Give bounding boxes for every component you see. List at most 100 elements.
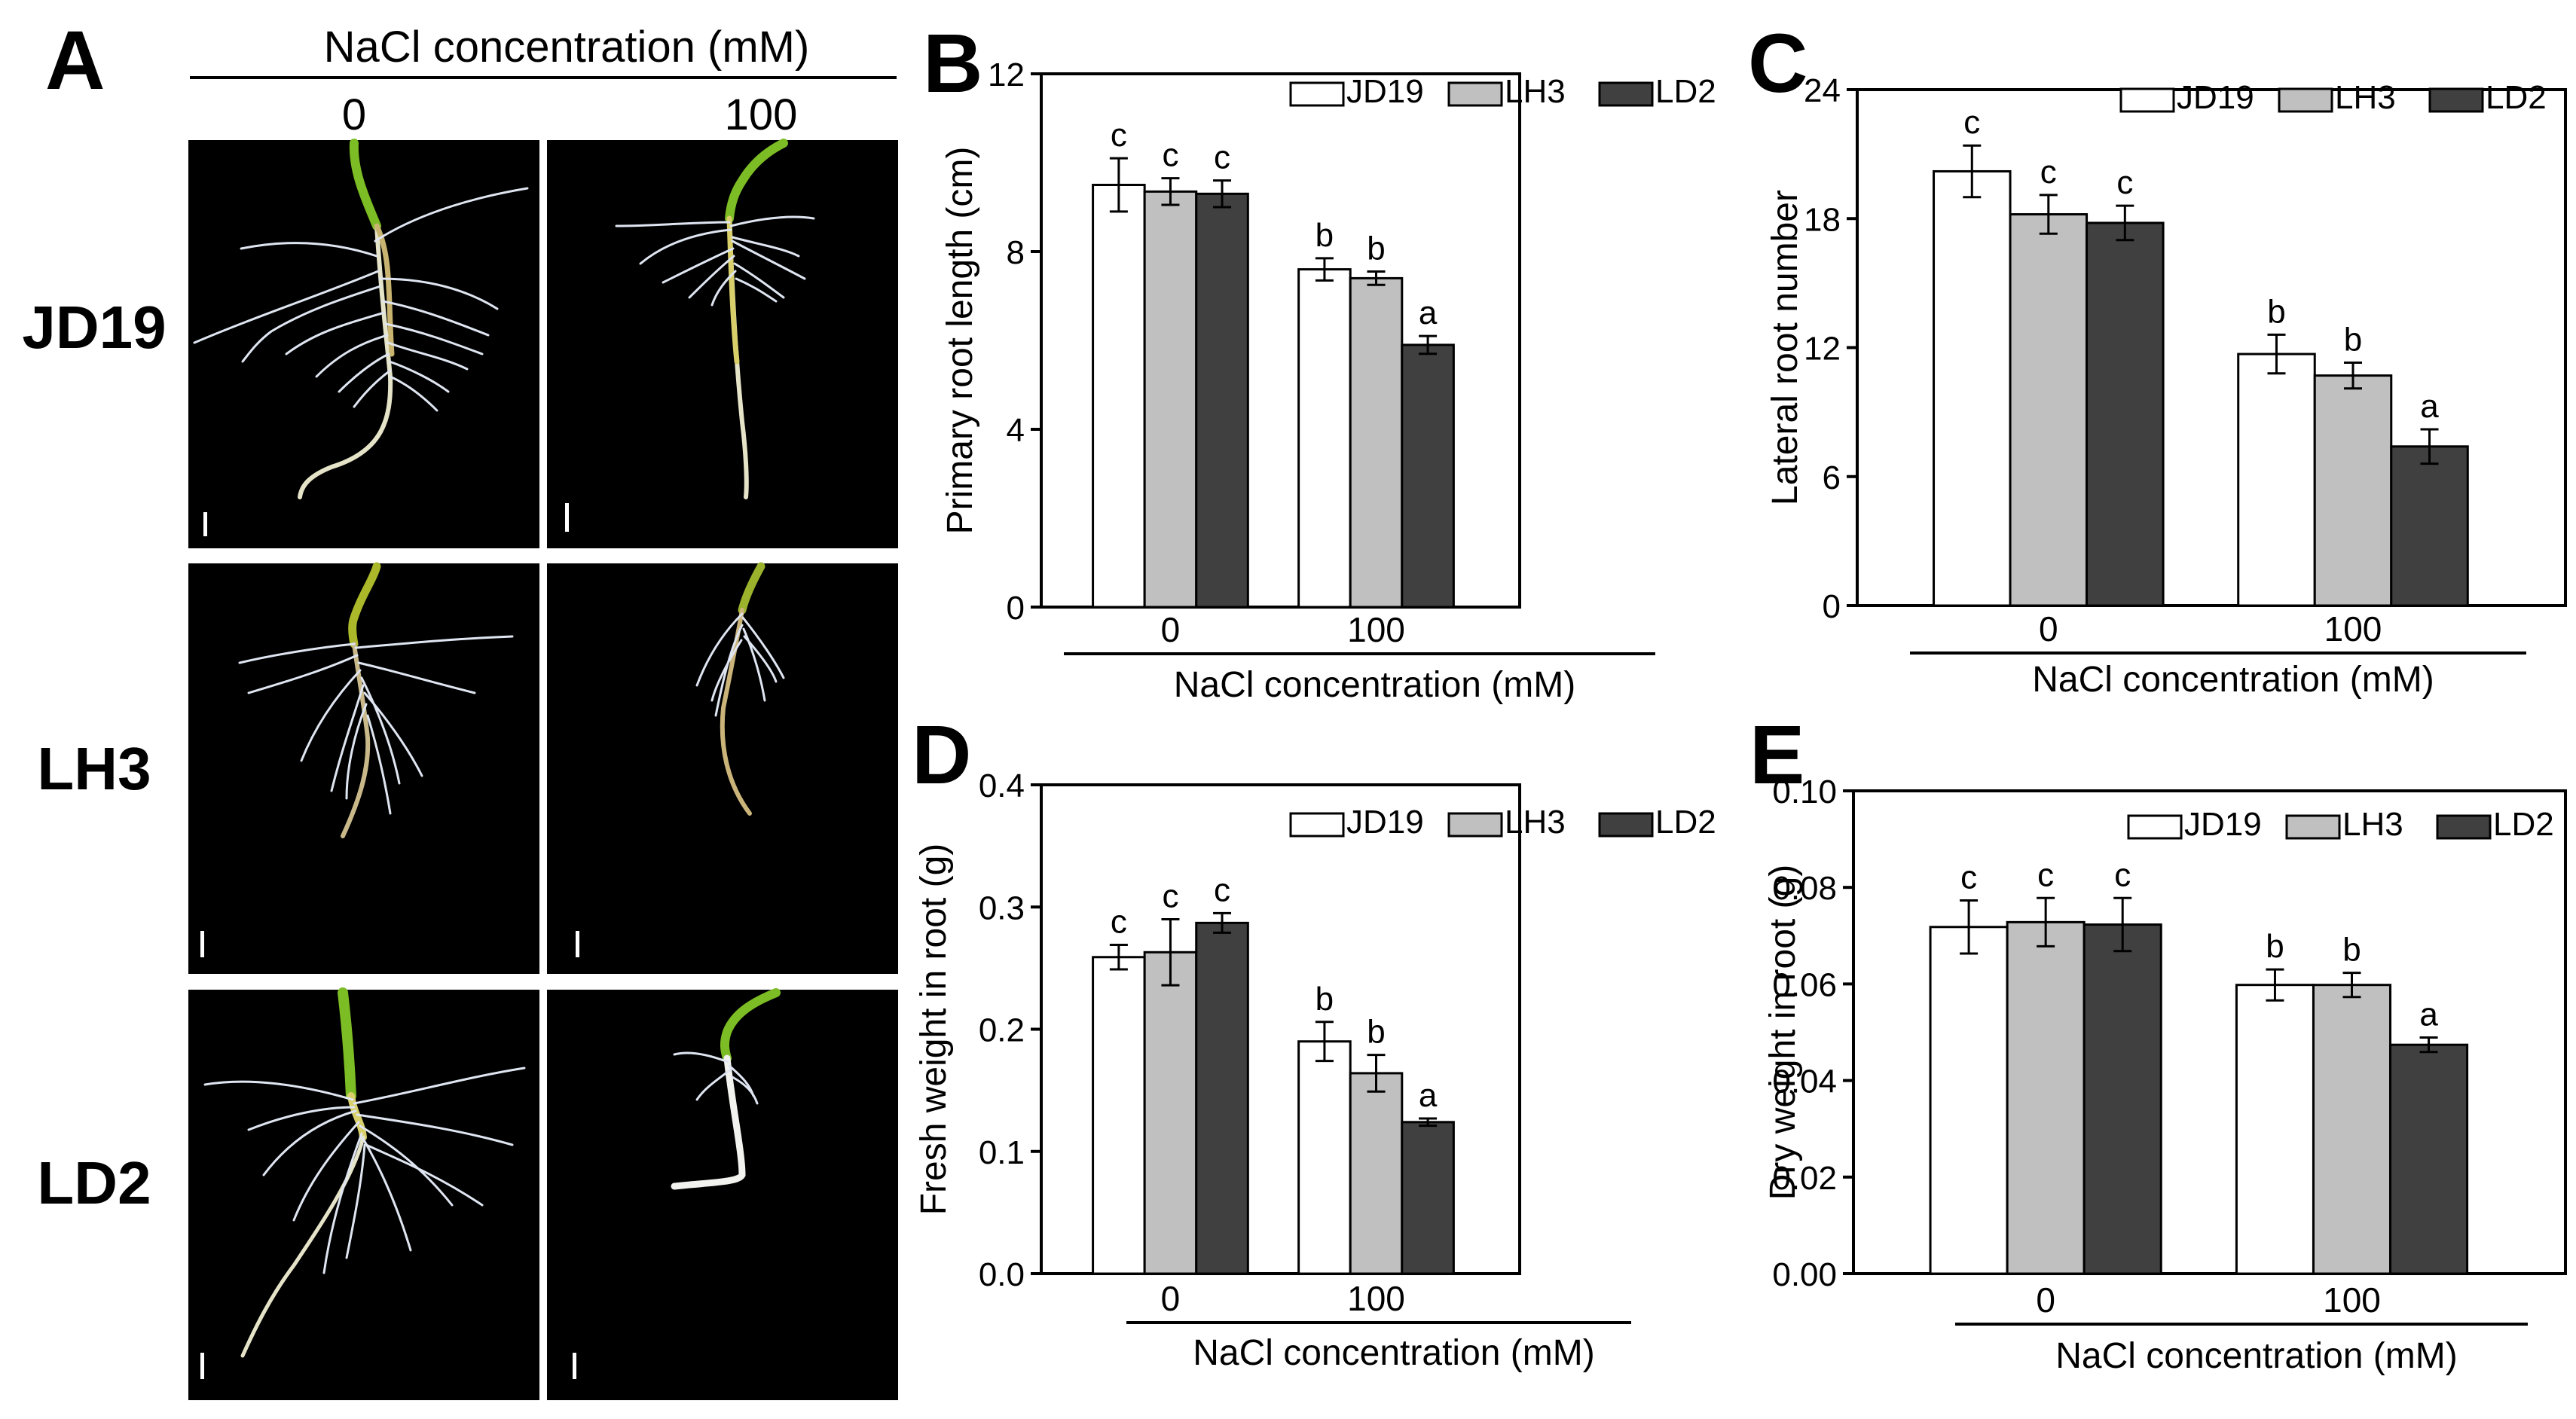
photo-column-label-100: 100 [725, 90, 798, 139]
bar-b-ld2-100 [1401, 343, 1455, 609]
panel-c-ytick-label: 6 [1823, 459, 1841, 496]
legend-label-d-ld2: LD2 [1655, 804, 1716, 841]
root-photo-jd19-100 [547, 140, 898, 548]
significance-letter-b-jd19-0: c [1111, 117, 1127, 154]
significance-letter-e-jd19-0: c [1960, 859, 1977, 896]
photo-row-label-lh3: LH3 [37, 735, 151, 802]
bar-e-jd19-0 [1929, 926, 2009, 1275]
bar-d-jd19-100 [1297, 1040, 1352, 1275]
panel-b-xtick-label: 0 [1161, 610, 1181, 649]
panel-e-plot-frame [1852, 789, 2567, 1275]
panel-b-letter: B [923, 17, 982, 110]
panel-e-y-axis-label: Dry weight in root (g) [1763, 865, 1803, 1200]
legend-swatch-d-lh3 [1447, 812, 1503, 838]
significance-letter-d-jd19-0: c [1111, 904, 1127, 941]
panel-b-ytick-label: 4 [1007, 412, 1025, 449]
bar-e-lh3-0 [2006, 920, 2086, 1275]
panel-d-y-axis-label: Fresh weight in root (g) [914, 844, 954, 1216]
bar-c-ld2-100 [2390, 445, 2469, 607]
legend-label-e-ld2: LD2 [2493, 806, 2554, 843]
root-photo-lh3-100 [547, 563, 898, 974]
panel-e-letter: E [1749, 709, 1804, 801]
bar-b-lh3-0 [1143, 190, 1198, 609]
panel-e-ytick-label: 0.08 [1772, 870, 1837, 907]
significance-letter-c-jd19-0: c [1963, 104, 1980, 141]
panel-c-y-axis-label: Lateral root number [1765, 190, 1805, 505]
photo-column-label-0: 0 [342, 90, 366, 139]
legend-label-b-lh3: LH3 [1505, 73, 1566, 110]
panel-d-xtick-label: 100 [1347, 1279, 1405, 1318]
root-drawing-lh3-100 [576, 562, 785, 957]
legend-label-b-ld2: LD2 [1655, 73, 1716, 110]
bar-b-lh3-100 [1349, 276, 1404, 609]
significance-letter-c-jd19-100: b [2267, 293, 2285, 330]
bar-d-lh3-0 [1143, 951, 1198, 1275]
root-drawing-jd19-100 [565, 139, 815, 532]
significance-letter-d-jd19-100: b [1316, 981, 1334, 1018]
photo-row-label-ld2: LD2 [37, 1149, 151, 1216]
significance-letter-d-ld2-0: c [1214, 871, 1230, 908]
panel-b-ytick-label: 8 [1007, 234, 1025, 271]
significance-letter-b-jd19-100: b [1316, 217, 1334, 254]
significance-letter-b-ld2-100: a [1419, 294, 1438, 331]
photo-row-label-jd19: JD19 [22, 294, 166, 361]
legend-swatch-e-ld2 [2436, 814, 2492, 840]
significance-letter-c-lh3-100: b [2344, 321, 2362, 358]
significance-letter-d-lh3-100: b [1367, 1014, 1385, 1051]
panel-e-ytick-label: 0.02 [1772, 1160, 1837, 1197]
panel-c-xtick-label: 0 [2039, 609, 2058, 648]
panel-e-ytick-label: 0.04 [1772, 1063, 1837, 1100]
bar-c-jd19-100 [2237, 352, 2316, 607]
panel-c-letter: C [1748, 17, 1807, 110]
panel-e-ytick-label: 0.06 [1772, 966, 1837, 1003]
panel-b-y-axis-label: Primary root length (cm) [940, 147, 980, 535]
bar-b-jd19-100 [1297, 268, 1352, 609]
bar-d-lh3-100 [1349, 1072, 1404, 1275]
root-drawing-ld2-100 [573, 988, 781, 1379]
panel-e-ytick-label: 0.00 [1772, 1256, 1837, 1293]
panel-c-ytick-label: 24 [1804, 72, 1841, 109]
panel-b-plot-frame [1040, 72, 1521, 609]
legend-label-d-lh3: LH3 [1505, 804, 1566, 841]
significance-letter-e-ld2-0: c [2114, 856, 2131, 893]
bar-e-ld2-100 [2389, 1043, 2469, 1275]
bar-d-jd19-0 [1092, 956, 1146, 1275]
legend-swatch-d-ld2 [1598, 812, 1654, 838]
legend-swatch-d-jd19 [1289, 812, 1345, 838]
legend-swatch-b-lh3 [1447, 81, 1503, 107]
bar-e-lh3-100 [2312, 984, 2392, 1275]
significance-letter-d-lh3-0: c [1162, 877, 1178, 914]
bar-e-jd19-100 [2235, 984, 2315, 1275]
panel-a-header: NaCl concentration (mM) [324, 23, 810, 72]
panel-d-ytick-label: 0.2 [979, 1012, 1025, 1049]
significance-letter-e-ld2-100: a [2419, 996, 2438, 1033]
legend-swatch-c-jd19 [2119, 87, 2175, 113]
legend-label-c-lh3: LH3 [2335, 79, 2396, 116]
bar-c-ld2-0 [2086, 221, 2165, 607]
bar-c-lh3-0 [2009, 213, 2089, 607]
panel-b-xtick-label: 100 [1347, 610, 1405, 649]
panel-c-chart: C 0 6 12 18 24 Lateral root number c c c 0 b b a 100 Na… [1748, 17, 2567, 700]
bar-e-ld2-0 [2082, 923, 2162, 1275]
panel-d-letter: D [912, 709, 971, 801]
legend-label-c-ld2: LD2 [2486, 79, 2547, 116]
bar-d-ld2-0 [1195, 921, 1249, 1275]
panel-c-xtick-label: 100 [2324, 609, 2382, 648]
significance-letter-e-lh3-100: b [2342, 932, 2361, 969]
significance-letter-c-lh3-0: c [2040, 154, 2057, 191]
panel-a-letter: A [45, 14, 105, 107]
panel-d-ytick-label: 0.0 [979, 1256, 1025, 1293]
root-drawing-ld2-0 [200, 987, 526, 1379]
root-photo-ld2-0 [188, 990, 539, 1400]
legend-swatch-b-jd19 [1289, 81, 1345, 107]
legend-label-e-jd19: JD19 [2184, 806, 2262, 843]
panel-b-ytick-label: 12 [988, 56, 1025, 93]
panel-b-ytick-label: 0 [1007, 590, 1025, 627]
legend-label-b-jd19: JD19 [1346, 73, 1424, 110]
panel-d-x-axis-label: NaCl concentration (mM) [1193, 1333, 1594, 1373]
panel-d-ytick-label: 0.1 [979, 1134, 1025, 1171]
significance-letter-e-jd19-100: b [2266, 928, 2284, 965]
panel-e-xtick-label: 0 [2036, 1280, 2055, 1320]
